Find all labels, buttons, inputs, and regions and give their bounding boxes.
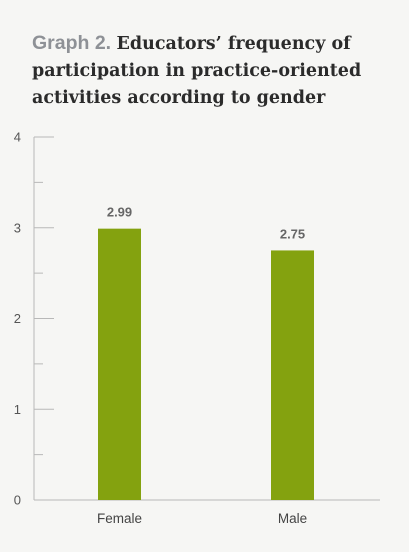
chart-title: Graph 2. Educators’ frequency of partici… — [32, 30, 392, 111]
bar — [271, 250, 314, 500]
bar-value-label: 2.99 — [107, 205, 132, 220]
bar-value-label: 2.75 — [280, 226, 305, 241]
bar — [98, 228, 141, 500]
x-category-label: Female — [97, 511, 142, 526]
x-category-label: Male — [278, 511, 307, 526]
y-tick-label: 0 — [14, 493, 21, 508]
y-tick-label: 1 — [14, 402, 21, 417]
y-tick-label: 3 — [14, 220, 21, 235]
chart-title-text: Educators’ frequency of participation in… — [32, 34, 362, 108]
graph-number: Graph 2. — [32, 32, 112, 54]
y-tick-label: 4 — [14, 130, 21, 145]
y-tick-label: 2 — [14, 311, 21, 326]
